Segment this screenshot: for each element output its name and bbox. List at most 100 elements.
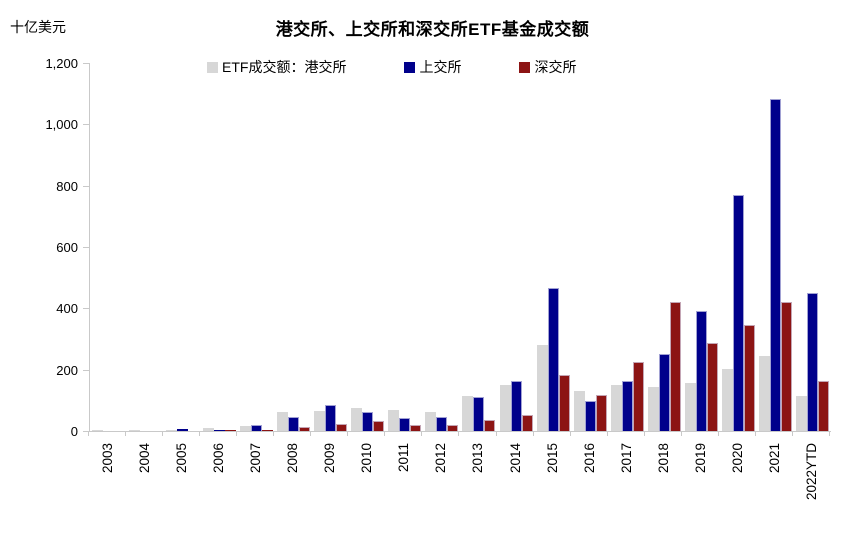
bar-ETF成交额：港交所-2012: [425, 411, 437, 431]
y-axis-tick: [83, 63, 89, 64]
x-axis-tick: [534, 431, 571, 436]
bar-深交所-2021: [780, 302, 792, 431]
bar-上交所-2005: [177, 429, 189, 431]
y-axis-tick-label: 0: [70, 424, 78, 439]
x-axis-tick: [163, 431, 201, 436]
bar-深交所-2010: [373, 420, 385, 431]
bar-上交所-2019: [695, 311, 707, 431]
bar-上交所-2014: [510, 380, 522, 431]
bar-ETF成交额：港交所-2018: [647, 387, 659, 431]
x-axis-tick: [200, 431, 238, 436]
y-axis-tick: [83, 431, 89, 432]
x-axis-tick: [682, 431, 719, 436]
x-axis-tick: [237, 431, 275, 436]
bar-groups: [90, 63, 831, 431]
y-axis-tick: [83, 369, 89, 371]
bar-深交所-2009: [336, 423, 348, 431]
x-axis-tick: [385, 431, 423, 436]
bar-深交所-2012: [447, 424, 459, 431]
bar-ETF成交额：港交所-2008: [277, 412, 289, 431]
bar-上交所-2008: [288, 416, 300, 431]
x-axis-label-2003: 2003: [100, 443, 116, 474]
x-axis-label-2018: 2018: [655, 443, 671, 474]
x-axis-tick: [89, 431, 127, 436]
bar-深交所-2013: [484, 420, 496, 431]
y-axis-tick-label: 1,200: [45, 56, 78, 71]
x-axis-tick: [459, 431, 497, 436]
x-axis-tick: [571, 431, 608, 436]
bar-上交所-2020: [732, 194, 744, 431]
bar-深交所-2008: [299, 427, 311, 431]
legend-swatch-icon: [519, 61, 531, 73]
bar-上交所-2009: [325, 405, 337, 431]
bar-深交所-2018: [669, 301, 681, 431]
x-axis-tick: [608, 431, 645, 436]
bar-ETF成交额：港交所-2011: [388, 409, 400, 431]
bar-深交所-2007: [262, 430, 274, 431]
x-axis-label-2021: 2021: [766, 443, 782, 474]
bar-ETF成交额：港交所-2022YTD: [795, 395, 807, 431]
x-axis-label-2005: 2005: [174, 443, 190, 474]
bar-group-2003: [90, 63, 127, 431]
bar-上交所-2022YTD: [806, 293, 818, 431]
x-axis-label-2007: 2007: [248, 443, 264, 474]
bar-ETF成交额：港交所-2007: [240, 426, 252, 431]
bar-group-2016: [572, 63, 609, 431]
legend-label: ETF成交额：港交所: [222, 59, 347, 75]
bar-group-2009: [312, 63, 349, 431]
x-axis-tick: [793, 431, 830, 436]
x-axis-tick: [274, 431, 312, 436]
x-axis-tick: [348, 431, 386, 436]
y-axis-tick: [83, 185, 89, 187]
bar-上交所-2007: [251, 424, 263, 431]
bar-group-2017: [609, 63, 646, 431]
bar-ETF成交额：港交所-2013: [462, 395, 474, 431]
bar-上交所-2017: [621, 381, 633, 431]
x-axis-tick: [311, 431, 349, 436]
bar-深交所-2014: [521, 415, 533, 431]
legend-swatch-icon: [404, 61, 416, 73]
x-axis-label-2020: 2020: [729, 443, 745, 474]
x-axis-tick: [497, 431, 534, 436]
bar-深交所-2016: [595, 394, 607, 431]
x-axis-tick: [422, 431, 460, 436]
x-axis-label-2022YTD: 2022YTD: [803, 443, 819, 501]
bar-上交所-2011: [399, 418, 411, 431]
bar-上交所-2018: [658, 353, 670, 431]
bar-ETF成交额：港交所-2017: [610, 385, 622, 431]
bar-上交所-2012: [436, 417, 448, 431]
bar-深交所-2019: [706, 343, 718, 431]
bar-ETF成交额：港交所-2019: [684, 383, 696, 431]
bar-group-2012: [423, 63, 460, 431]
bar-ETF成交额：港交所-2021: [758, 355, 770, 431]
x-axis-tick: [645, 431, 682, 436]
legend-item-1: 上交所: [404, 57, 461, 77]
x-axis-labels: 2003 2004 2005 2006 2007 2008 2009 2010 2011 2012…: [89, 443, 830, 500]
bar-深交所-2011: [410, 425, 422, 431]
x-axis-ticks: [88, 431, 830, 436]
chart-title: 港交所、上交所和深交所ETF基金成交额: [275, 20, 590, 39]
x-axis-tick: [719, 431, 756, 436]
bar-group-2020: [720, 63, 757, 431]
y-axis-tick-label: 400: [56, 301, 78, 317]
y-axis-tick-label: 1,000: [45, 117, 78, 133]
bar-group-2006: [201, 63, 238, 431]
bar-group-2005: [164, 63, 201, 431]
x-axis-label-2015: 2015: [544, 443, 560, 474]
bar-深交所-2022YTD: [817, 380, 829, 431]
y-axis-tick-label: 800: [56, 178, 78, 194]
x-axis-label-2019: 2019: [692, 443, 708, 474]
x-axis-tick: [756, 431, 793, 436]
x-axis-label-2009: 2009: [322, 443, 338, 474]
x-axis-label-2010: 2010: [359, 443, 375, 474]
bar-group-2014: [498, 63, 535, 431]
bar-ETF成交额：港交所-2003: [92, 430, 104, 431]
bar-group-2021: [757, 63, 794, 431]
bar-深交所-2006: [225, 430, 237, 431]
bar-深交所-2017: [632, 361, 644, 431]
x-axis-label-2006: 2006: [211, 443, 227, 474]
bar-group-2019: [683, 63, 720, 431]
bar-ETF成交额：港交所-2020: [721, 368, 733, 431]
x-axis-label-2012: 2012: [433, 443, 449, 474]
x-axis-label-2017: 2017: [618, 443, 634, 474]
